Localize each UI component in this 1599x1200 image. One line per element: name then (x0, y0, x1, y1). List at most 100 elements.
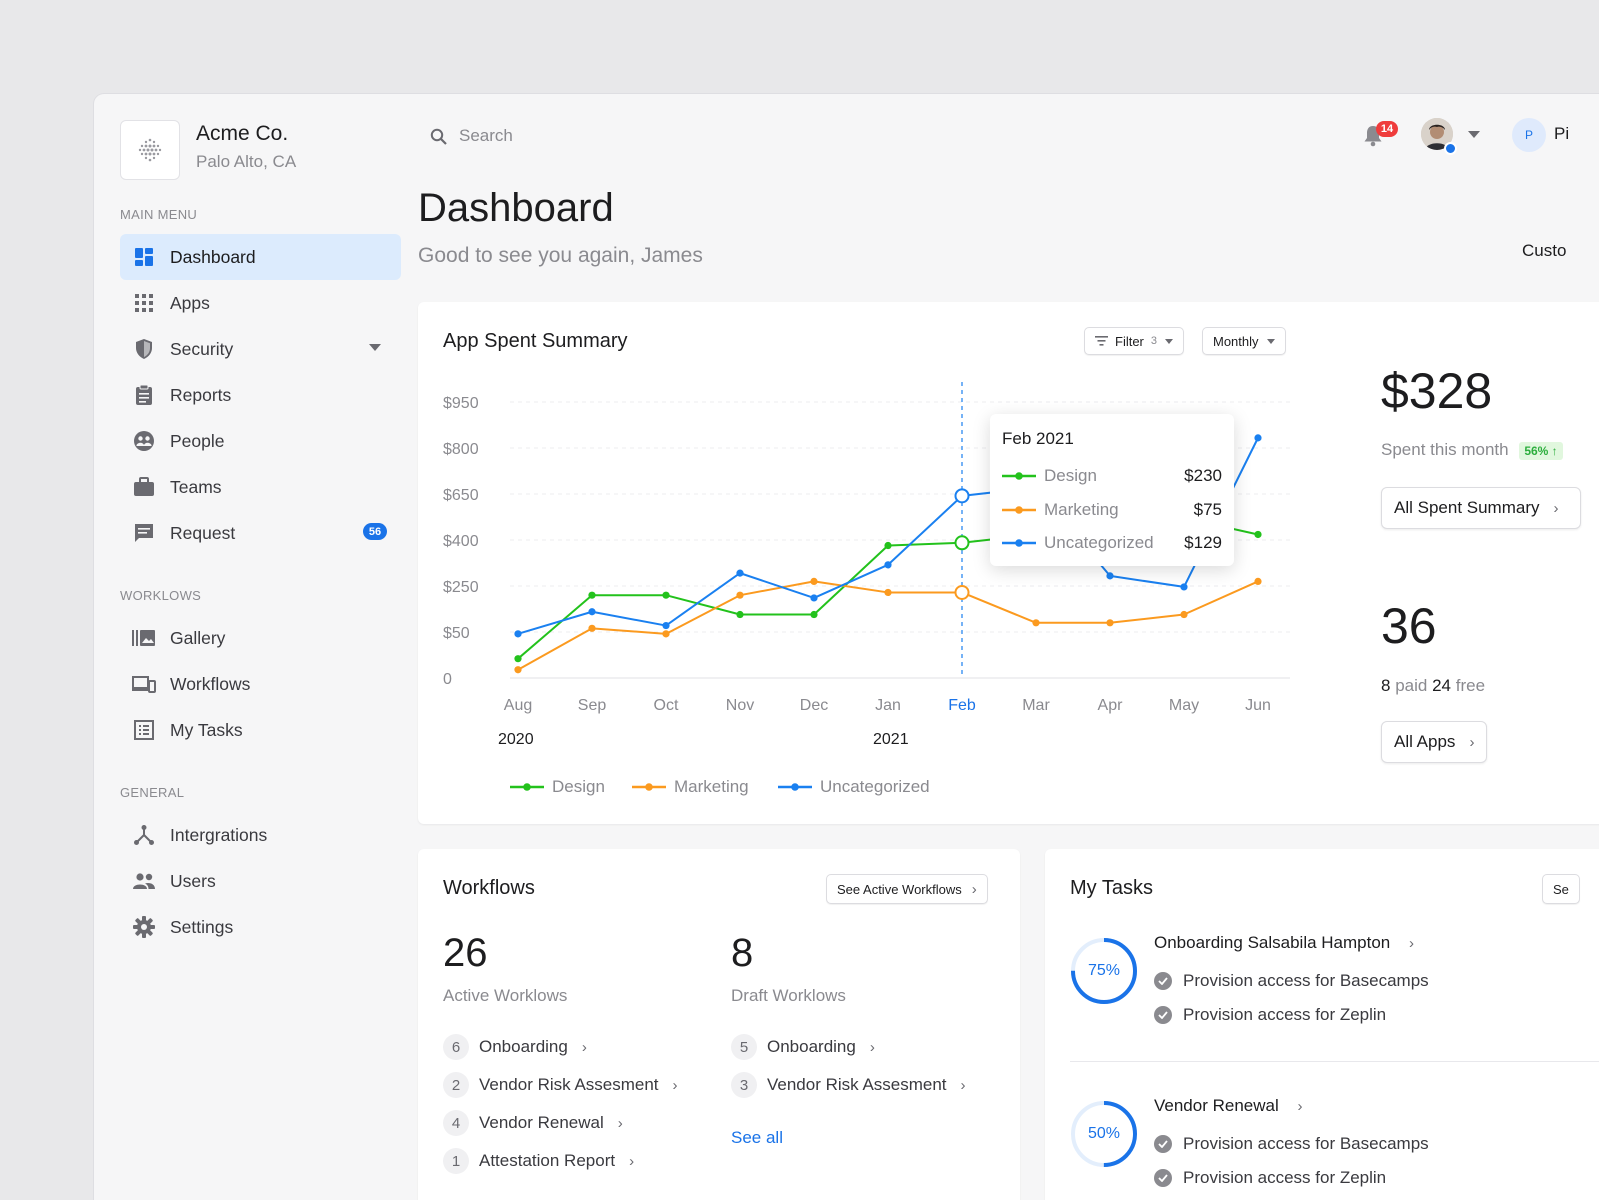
see-all-link[interactable]: See all (731, 1128, 783, 1147)
spent-total: $328 (1381, 363, 1493, 419)
sidebar-item-reports[interactable]: Reports (120, 372, 401, 418)
sidebar-item-settings[interactable]: Settings (120, 904, 401, 950)
workflow-item[interactable]: 2 Vendor Risk Assesment › (443, 1072, 678, 1098)
online-status-dot (1444, 142, 1457, 155)
search-bar[interactable]: Search (430, 126, 513, 146)
draft-workflows-count: 8 (731, 931, 754, 975)
workflow-item[interactable]: 3 Vendor Risk Assesment › (731, 1072, 966, 1098)
design-point (810, 610, 818, 619)
sidebar-item-people[interactable]: People (120, 418, 401, 464)
workflow-item[interactable]: 5 Onboarding › (731, 1034, 875, 1060)
marketing-point (884, 588, 892, 597)
sidebar-item-request[interactable]: Request 56 (120, 510, 401, 556)
general-section-title: GENERAL (120, 785, 185, 800)
chevron-right-icon: › (629, 1152, 635, 1170)
see-tasks-button[interactable]: Se (1542, 874, 1580, 904)
sidebar-item-users[interactable]: Users (120, 858, 401, 904)
y-tick-label: $950 (443, 395, 479, 412)
page-title: Dashboard (418, 186, 614, 230)
task-title[interactable]: Vendor Renewal › (1154, 1096, 1303, 1115)
design-series-marker-icon (1002, 472, 1036, 480)
all-spent-summary-button[interactable]: All Spent Summary › (1381, 487, 1581, 529)
my-tasks-card: My Tasks Se 75% Onboarding Salsabila Ham… (1045, 849, 1599, 1200)
uncategorized-series-marker-icon (1002, 539, 1036, 547)
chevron-right-icon: › (971, 880, 977, 898)
task-subitem: Provision access for Basecamps (1154, 1134, 1429, 1154)
sidebar-item-label: My Tasks (170, 719, 243, 740)
x-tick-label: Sep (578, 697, 607, 714)
period-select[interactable]: Monthly (1202, 327, 1286, 355)
draft-workflows-label: Draft Worklows (731, 986, 846, 1005)
x-tick-label: Jun (1245, 697, 1271, 714)
legend-marketing[interactable]: Marketing (632, 777, 749, 797)
y-tick-label: $800 (443, 441, 479, 458)
sidebar-item-label: Workflows (170, 673, 251, 694)
uncategorized-point (1106, 572, 1114, 580)
y-tick-label: $650 (443, 487, 479, 504)
task-subitem: Provision access for Basecamps (1154, 971, 1429, 991)
workflow-item[interactable]: 4 Vendor Renewal › (443, 1110, 623, 1136)
search-input[interactable]: Search (459, 126, 513, 145)
sidebar-item-workflows[interactable]: Workflows (120, 661, 401, 707)
chevron-right-icon: › (1553, 499, 1559, 517)
sidebar-item-integrations[interactable]: Intergrations (120, 812, 401, 858)
x-tick-label: Oct (654, 697, 679, 714)
brand-logo[interactable] (120, 120, 180, 180)
all-apps-button[interactable]: All Apps › (1381, 721, 1488, 763)
card-title: My Tasks (1070, 877, 1153, 899)
progress-ring-fill (1071, 1101, 1137, 1167)
people-icon (132, 429, 156, 453)
marketing-point (736, 591, 744, 599)
spent-total-label: Spent this month 56% ↑ (1381, 440, 1563, 460)
sidebar-item-security[interactable]: Security (120, 326, 401, 372)
uncategorized-point (810, 594, 818, 602)
tooltip-row-design: Design $230 (1002, 466, 1222, 486)
filter-button[interactable]: Filter 3 (1084, 327, 1185, 355)
main-menu-title: MAIN MENU (120, 207, 198, 222)
chevron-down-icon[interactable] (1468, 131, 1480, 138)
user-name[interactable]: Pi (1554, 124, 1570, 143)
design-point (736, 610, 744, 619)
uncategorized-point (884, 561, 892, 569)
integration-icon (132, 823, 156, 847)
see-active-workflows-button[interactable]: See Active Workflows › (826, 874, 988, 904)
sidebar-item-teams[interactable]: Teams (120, 464, 401, 510)
gear-icon (132, 915, 156, 939)
x-tick-label: Mar (1022, 697, 1050, 714)
check-circle-icon (1154, 972, 1172, 990)
sidebar-item-my-tasks[interactable]: My Tasks (120, 707, 401, 753)
sidebar-item-label: Users (170, 870, 216, 891)
marketing-point (1032, 619, 1040, 627)
request-count-badge: 56 (363, 523, 387, 540)
workflow-item[interactable]: 1 Attestation Report › (443, 1148, 634, 1174)
workflow-item[interactable]: 6 Onboarding › (443, 1034, 587, 1060)
apps-breakdown: 8 paid 24 free (1381, 676, 1486, 695)
sidebar-item-dashboard[interactable]: Dashboard (120, 234, 401, 280)
brand-name: Acme Co. (196, 122, 289, 145)
task-progress-label: 50% (1087, 1125, 1121, 1142)
tooltip-row-uncategorized: Uncategorized $129 (1002, 533, 1222, 553)
customize-link[interactable]: Custo (1522, 241, 1567, 260)
progress-ring-fill (1071, 938, 1137, 1004)
change-badge: 56% ↑ (1519, 442, 1563, 460)
y-tick-label: $250 (443, 579, 479, 596)
chevron-right-icon: › (960, 1076, 966, 1094)
user-initial-avatar[interactable]: P (1512, 118, 1546, 152)
shield-icon (132, 337, 156, 361)
design-legend-icon (510, 783, 544, 791)
design-point (662, 591, 670, 599)
x-tick-label: Aug (504, 697, 532, 714)
uncategorized-point (736, 569, 744, 577)
sidebar-item-label: Intergrations (170, 824, 268, 845)
sidebar-item-gallery[interactable]: Gallery (120, 615, 401, 661)
check-circle-icon (1154, 1135, 1172, 1153)
task-subitem: Provision access for Zeplin (1154, 1168, 1386, 1188)
chevron-down-icon[interactable] (369, 344, 381, 351)
legend-uncategorized[interactable]: Uncategorized (778, 777, 930, 797)
legend-design[interactable]: Design (510, 777, 605, 797)
sidebar-item-apps[interactable]: Apps (120, 280, 401, 326)
marketing-point (1106, 619, 1114, 627)
chart-tooltip: Feb 2021 Design $230 Marketing $75 Uncat… (990, 414, 1234, 566)
avatar[interactable] (1421, 118, 1453, 150)
task-title[interactable]: Onboarding Salsabila Hampton › (1154, 933, 1414, 952)
